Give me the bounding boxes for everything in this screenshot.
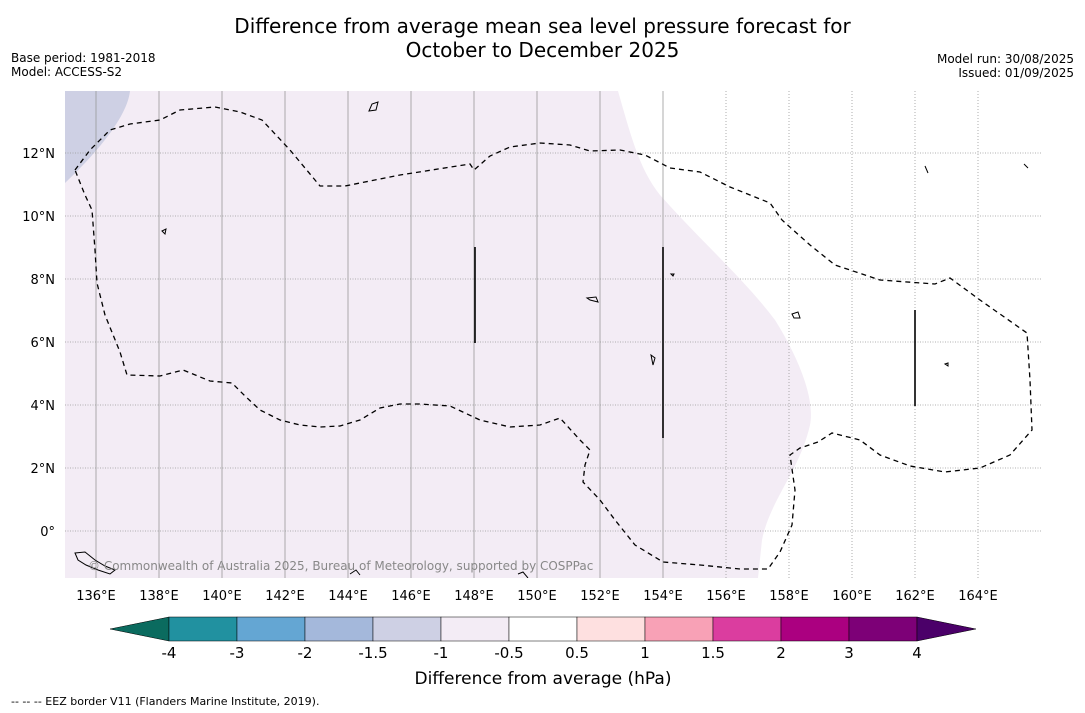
colorbar-tick-label: 1 xyxy=(640,644,650,662)
lon-label: 158°E xyxy=(769,589,809,604)
colorbar-high-extend xyxy=(916,616,977,642)
colorbar-tick-label: -4 xyxy=(162,644,177,662)
lat-label: 4°N xyxy=(31,399,56,414)
lon-label: 146°E xyxy=(391,589,431,604)
island xyxy=(1023,163,1029,169)
island-outlines xyxy=(74,101,1029,578)
island xyxy=(669,273,675,277)
colorbar-swatch xyxy=(644,616,714,642)
island xyxy=(517,571,529,578)
lon-label: 144°E xyxy=(328,589,368,604)
lon-label: 154°E xyxy=(643,589,683,604)
lon-label: 136°E xyxy=(76,589,116,604)
boundary-line-markers xyxy=(474,247,916,438)
model-run: Model run: 30/08/2025 xyxy=(936,52,1074,66)
lon-label: 162°E xyxy=(895,589,935,604)
latitude-labels: 12°N 10°N 8°N 6°N 4°N 2°N 0° xyxy=(22,147,55,540)
model-info: Base period: 1981-2018 Model: ACCESS-S2 xyxy=(11,51,156,79)
island xyxy=(349,569,361,576)
lon-label: 148°E xyxy=(454,589,494,604)
lon-label: 140°E xyxy=(202,589,242,604)
colorbar-swatch xyxy=(508,616,578,642)
colorbar-tick-label: -1.5 xyxy=(358,644,387,662)
eez-footnote: -- -- -- EEZ border V11 (Flanders Marine… xyxy=(11,695,320,708)
colorbar xyxy=(109,616,977,642)
colorbar-swatch xyxy=(780,616,850,642)
issued-date: Issued: 01/09/2025 xyxy=(958,66,1074,80)
colorbar-tick-label: -2 xyxy=(298,644,313,662)
lat-label: 10°N xyxy=(22,210,55,225)
colorbar-swatch xyxy=(576,616,646,642)
colorbar-tick-label: 0.5 xyxy=(565,644,589,662)
island xyxy=(943,362,949,367)
anomaly-region-light xyxy=(65,91,811,578)
lon-label: 160°E xyxy=(832,589,872,604)
lon-label: 138°E xyxy=(139,589,179,604)
colorbar-swatch xyxy=(168,616,238,642)
copyright-note: © Commonwealth of Australia 2025, Bureau… xyxy=(88,559,593,573)
colorbar-swatch xyxy=(372,616,442,642)
colorbar-tick-label: -0.5 xyxy=(494,644,523,662)
island xyxy=(161,228,167,236)
colorbar-ticks: -4 -3 -2 -1.5 -1 -0.5 0.5 1 1.5 2 3 4 xyxy=(162,644,922,662)
colorbar-tick-label: 1.5 xyxy=(701,644,725,662)
colorbar-swatch xyxy=(848,616,918,642)
map-plot: © Commonwealth of Australia 2025, Bureau… xyxy=(65,91,1042,578)
title-line-2: October to December 2025 xyxy=(405,38,680,62)
island xyxy=(650,353,656,366)
lat-label: 6°N xyxy=(31,336,56,351)
island xyxy=(791,311,801,319)
longitude-labels: 136°E 138°E 140°E 142°E 144°E 146°E 148°… xyxy=(76,589,998,604)
lat-label: 2°N xyxy=(31,462,56,477)
colorbar-tick-label: -1 xyxy=(434,644,449,662)
anomaly-region-bluegrey xyxy=(65,91,130,183)
map-title: Difference from average mean sea level p… xyxy=(0,14,1085,62)
colorbar-title: Difference from average (hPa) xyxy=(415,669,672,689)
island xyxy=(74,551,116,575)
colorbar-swatch xyxy=(440,616,510,642)
colorbar-swatch xyxy=(304,616,374,642)
lat-label: 8°N xyxy=(31,273,56,288)
eez-border xyxy=(74,106,1033,570)
colorbar-swatch xyxy=(236,616,306,642)
title-line-1: Difference from average mean sea level p… xyxy=(234,14,851,38)
colorbar-tick-label: 4 xyxy=(912,644,922,662)
lat-label: 0° xyxy=(40,525,55,540)
island xyxy=(368,101,379,112)
lon-label: 156°E xyxy=(706,589,746,604)
lon-label: 152°E xyxy=(580,589,620,604)
colorbar-low-extend xyxy=(109,616,170,642)
colorbar-tick-label: 3 xyxy=(844,644,854,662)
lon-label: 150°E xyxy=(517,589,557,604)
lon-label: 142°E xyxy=(265,589,305,604)
colorbar-swatch xyxy=(712,616,782,642)
model-name: Model: ACCESS-S2 xyxy=(11,65,123,79)
run-info: Model run: 30/08/2025 Issued: 01/09/2025 xyxy=(937,52,1074,80)
lat-label: 12°N xyxy=(22,147,55,162)
island xyxy=(585,296,599,303)
island xyxy=(924,165,929,174)
gridlines xyxy=(65,91,1042,578)
base-period: Base period: 1981-2018 xyxy=(11,51,156,65)
lon-label: 164°E xyxy=(958,589,998,604)
colorbar-tick-label: 2 xyxy=(776,644,786,662)
colorbar-tick-label: -3 xyxy=(230,644,245,662)
